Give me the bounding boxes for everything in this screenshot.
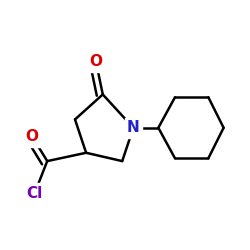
Text: N: N: [127, 120, 140, 135]
Bar: [23, 183, 46, 204]
Text: Cl: Cl: [26, 186, 43, 200]
Bar: [87, 51, 105, 71]
Bar: [125, 118, 142, 138]
Bar: [23, 126, 41, 146]
Text: O: O: [26, 128, 38, 144]
Text: O: O: [89, 54, 102, 68]
